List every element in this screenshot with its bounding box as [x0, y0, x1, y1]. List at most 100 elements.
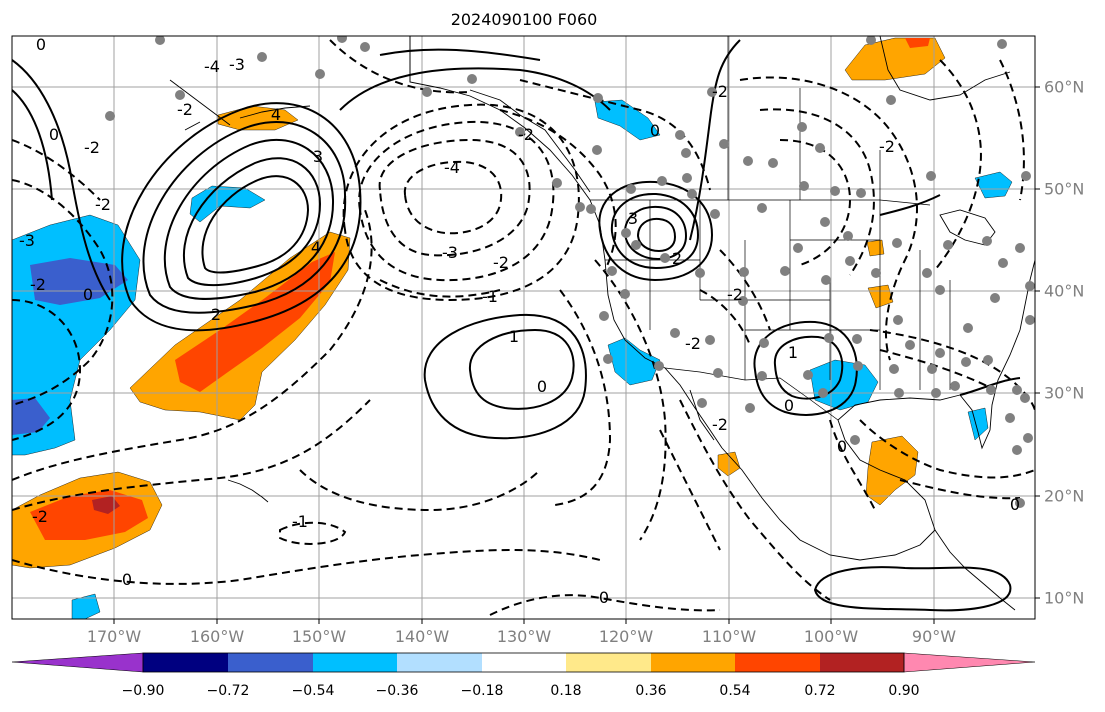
label-neg2-k: -2	[712, 415, 728, 434]
label-neg2-i: -2	[879, 137, 895, 156]
colorbar-tick-label: −0.18	[460, 683, 504, 699]
contour-labels: -4 -3 -2 -2 0 -2 -3 -2 0 4 3 4 2 -4 -3 -…	[19, 35, 1020, 607]
label-pos2-a: 2	[211, 305, 221, 324]
contour-neg-south3	[279, 521, 347, 545]
coast-aleutians	[169, 79, 311, 131]
contour-gyre-4	[182, 157, 322, 287]
lon-label: 90°W	[911, 627, 957, 646]
colorbar-bin-5	[482, 653, 566, 672]
lon-label: 100°W	[803, 627, 859, 646]
label-neg2-f: -2	[32, 507, 48, 526]
border-states-3	[829, 200, 951, 390]
colorbar-tick-label: 0.90	[888, 683, 920, 699]
contour-neg-west1	[12, 139, 101, 201]
label-pos2-b: 2	[672, 249, 682, 268]
lat-label: 20°N	[1044, 486, 1085, 506]
colorbar-tick-label: −0.72	[206, 683, 250, 699]
label-zero-a: 0	[49, 125, 59, 144]
label-neg2-l: -2	[727, 285, 743, 304]
label-pos4-a: 4	[271, 105, 281, 124]
label-neg1-a: -1	[482, 287, 498, 306]
coast-hudson	[879, 36, 1011, 101]
contour-neg-west2	[12, 179, 114, 406]
contour-neg-mid1	[554, 289, 612, 506]
label-neg4-a: -4	[204, 57, 220, 76]
contour-neg-central	[378, 138, 531, 257]
contour-ca-0	[813, 566, 1012, 612]
lon-label: 170°W	[86, 627, 142, 646]
contour-neg-mx1	[679, 399, 831, 601]
contour-canada-3	[689, 39, 741, 241]
label-zero-d: 0	[122, 570, 132, 589]
contour-gyre-5	[201, 175, 310, 274]
colorbar-bin-1	[143, 653, 228, 672]
contour-pnw-3	[623, 205, 688, 261]
contour-neg-se2	[879, 349, 996, 391]
contour-neg-plains1	[699, 289, 751, 346]
lat-label: 60°N	[1044, 77, 1085, 97]
contour-neg-central4	[403, 160, 503, 235]
contour-neg-plains2	[719, 249, 771, 331]
colorbar-bin-4	[397, 653, 482, 672]
coast-east	[1019, 259, 1035, 331]
lon-label: 130°W	[496, 627, 552, 646]
label-pos3-b: 3	[628, 209, 638, 228]
colorbar-tick-label: −0.90	[121, 683, 165, 699]
contour-ne-0	[879, 194, 941, 216]
label-neg3-b: -3	[19, 231, 35, 250]
label-pos3-a: 3	[313, 147, 323, 166]
lon-label: 120°W	[598, 627, 654, 646]
lat-label: 40°N	[1044, 281, 1085, 301]
colorbar-bin-6	[566, 653, 651, 672]
field-blue-west2	[12, 398, 50, 435]
contour-neg-gulf2	[859, 419, 1035, 479]
colorbar-tick-label: 0.36	[635, 683, 667, 699]
coastlines	[169, 36, 1035, 611]
colorbar-tick-label: 0.54	[719, 683, 751, 699]
field-orange-gulf	[217, 105, 299, 131]
contour-neg-east2	[759, 108, 875, 276]
border-states-2	[605, 239, 880, 331]
contour-neg-east5	[999, 59, 1025, 201]
coast-alaska	[409, 36, 601, 226]
coast-gulf	[837, 394, 961, 531]
graticule	[12, 36, 1035, 619]
label-zero-c: 0	[537, 377, 547, 396]
field-blue-west	[30, 258, 128, 305]
field-cyan-texas	[809, 359, 879, 411]
field-cyan-ne	[974, 171, 1013, 199]
lat-label: 30°N	[1044, 383, 1085, 403]
label-zero-j: 0	[36, 35, 46, 54]
field-orange-plains	[867, 284, 894, 309]
field-darkred-south	[92, 496, 120, 514]
contour-neg-central2	[358, 120, 555, 282]
colorbar-bin-2	[228, 653, 313, 672]
contour-neg-west4	[12, 209, 373, 481]
label-neg2-c: -2	[95, 195, 111, 214]
contour-texas-1	[773, 335, 844, 400]
colorbar-tick-label: −0.36	[375, 683, 419, 699]
label-pos1-b: 1	[788, 343, 798, 362]
border-states-1	[649, 200, 791, 380]
label-zero-g: 0	[837, 437, 847, 456]
border-provinces	[727, 36, 881, 200]
contour-neg-mid2	[594, 259, 667, 541]
contour-pnw-1	[598, 180, 714, 282]
label-neg2-a: -2	[177, 100, 193, 119]
lon-label: 140°W	[394, 627, 450, 646]
lon-label: 160°W	[189, 627, 245, 646]
label-zero-h: 0	[1010, 495, 1020, 514]
label-zero-i: 0	[650, 121, 660, 140]
colorbar	[11, 652, 1036, 673]
label-neg2-j: -2	[685, 334, 701, 353]
contours	[12, 39, 1021, 612]
label-zero-e: 0	[599, 588, 609, 607]
coast-bc	[469, 89, 591, 193]
colorbar-min-arrow	[11, 652, 144, 673]
contour-canada-2	[379, 48, 541, 61]
map-title: 2024090100 F060	[450, 10, 598, 29]
colorbar-bin-3	[313, 653, 397, 672]
contour-neg-east4	[934, 59, 982, 271]
contour-west-2	[12, 89, 53, 201]
contour-neg-west5	[12, 399, 371, 511]
